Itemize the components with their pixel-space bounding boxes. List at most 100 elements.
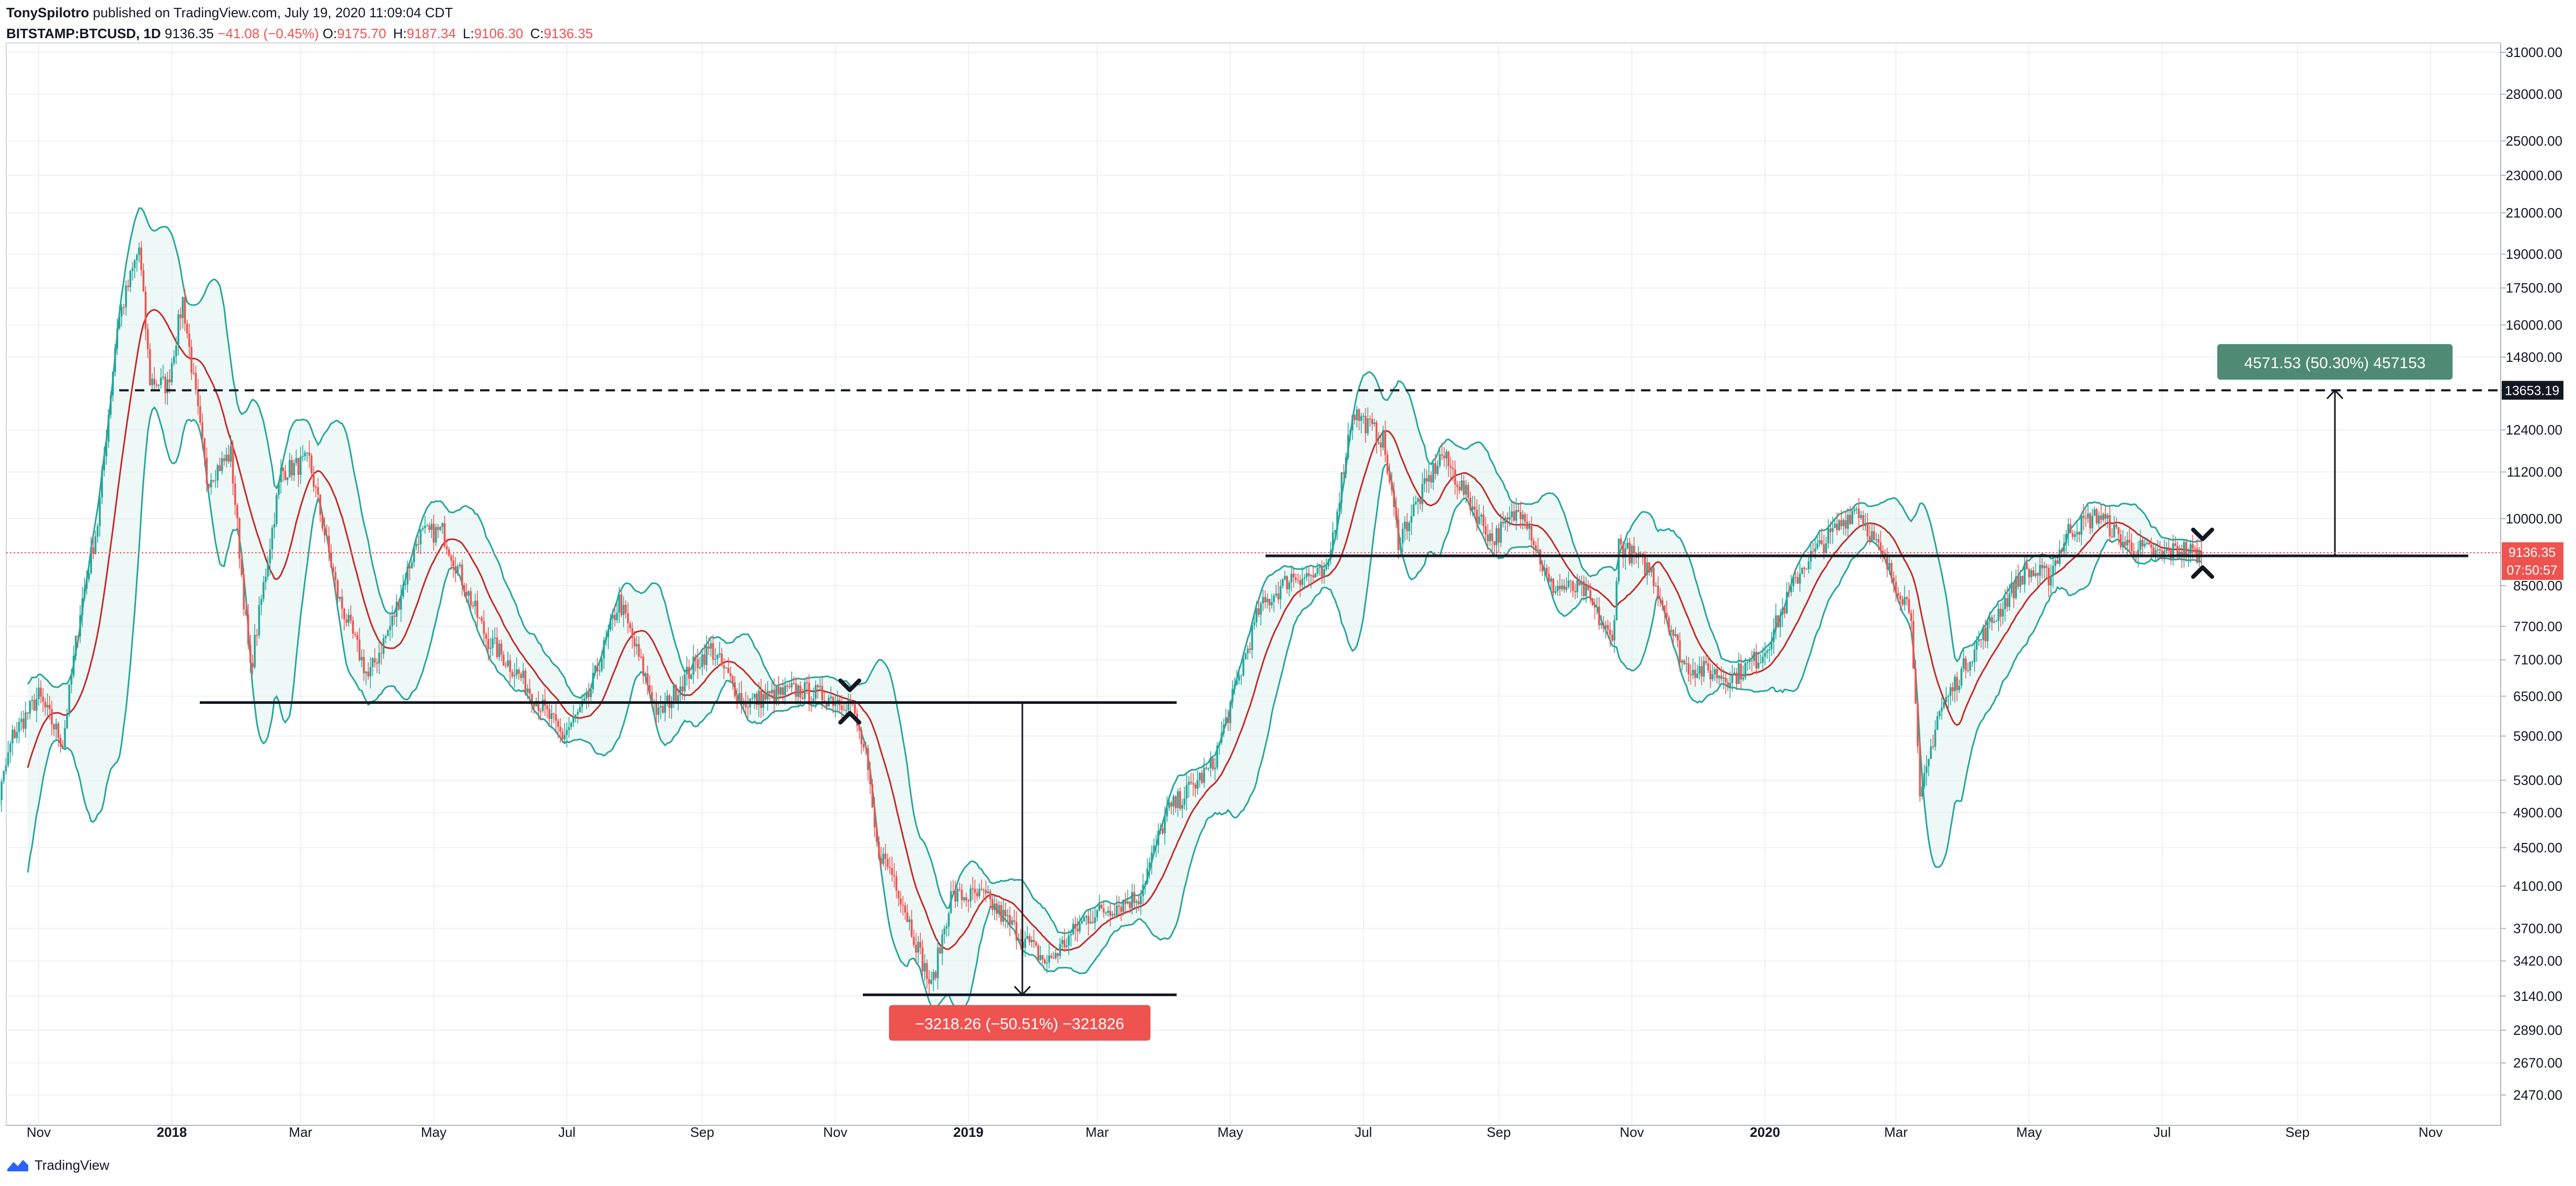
price-tick-label: 11200.00 — [2506, 464, 2562, 480]
tradingview-logo-icon[interactable] — [6, 1158, 29, 1172]
candle-body — [1428, 475, 1430, 482]
candle-body — [976, 893, 978, 897]
candle-body — [36, 699, 38, 711]
countdown-badge-text: 07:50:57 — [2506, 563, 2557, 578]
candle-body — [1823, 544, 1825, 553]
candle-body — [782, 687, 784, 695]
candle-body — [1617, 539, 1620, 581]
time-axis[interactable]: Nov 2018 Mar May Jul Sep Nov 2019 Mar May Jul Sep No… — [6, 1124, 2501, 1140]
candle-body — [354, 634, 356, 635]
candle-body — [188, 333, 190, 347]
candle-body — [1399, 543, 1401, 550]
price-tick-label: 23000.00 — [2506, 167, 2562, 183]
candle-body — [734, 682, 736, 697]
candle-body — [332, 567, 335, 573]
candle-body — [1452, 467, 1454, 470]
candle-body — [1694, 669, 1696, 678]
candle-body — [961, 890, 963, 900]
candle-body — [1893, 578, 1895, 582]
candle-body — [293, 463, 295, 476]
candle-body — [860, 729, 863, 745]
candle-body — [1690, 674, 1692, 676]
candle-body — [2128, 540, 2130, 543]
candle-body — [801, 698, 804, 699]
candle-body — [424, 526, 426, 528]
candle-body — [208, 484, 210, 487]
time-tick-label: Nov — [823, 1124, 847, 1140]
candle-body — [627, 613, 629, 623]
candle-body — [2089, 514, 2091, 529]
candle-body — [1561, 585, 1563, 589]
candle-body — [1419, 498, 1421, 504]
candle-body — [2060, 549, 2063, 552]
candle-body — [1039, 955, 1042, 961]
candle-body — [1991, 617, 1993, 623]
candle-body — [1502, 521, 1504, 523]
candle-body — [679, 686, 681, 695]
candle-body — [1984, 628, 1987, 642]
candle-body — [1820, 540, 1823, 544]
chart-grid — [6, 43, 2501, 1125]
candle-body — [596, 665, 599, 672]
candle-body — [461, 564, 463, 586]
candle-body — [1882, 550, 1884, 554]
candle-body — [3, 771, 5, 782]
candle-body — [1535, 545, 1537, 549]
candle-body — [2041, 565, 2043, 568]
candle-body — [25, 712, 27, 729]
candle-body — [323, 528, 326, 535]
candle-body — [1729, 682, 1731, 687]
candle-body — [994, 903, 996, 910]
price-change: −41.08 (−0.45%) — [218, 26, 319, 41]
candle-body — [605, 637, 607, 641]
candle-body — [1345, 457, 1347, 474]
candle-body — [840, 705, 843, 710]
candle-body — [441, 523, 443, 527]
candle-body — [179, 314, 182, 318]
candle-body — [1661, 600, 1663, 606]
candle-body — [1445, 451, 1447, 459]
candle-body — [1513, 511, 1515, 521]
candle-body — [376, 662, 378, 664]
candle-body — [1018, 939, 1020, 941]
price-axis[interactable]: 31000.00 28000.00 25000.00 23000.00 21000.00… — [2500, 43, 2563, 1125]
candle-body — [175, 345, 177, 357]
publish-info: published on TradingView.com, July 19, 2… — [93, 5, 453, 20]
candle-body — [899, 898, 902, 905]
candle-body — [1506, 517, 1509, 520]
candle-body — [258, 605, 260, 635]
candle-body — [79, 615, 82, 636]
candle-body — [1089, 921, 1092, 924]
author-name[interactable]: TonySpilotro — [6, 5, 89, 20]
candle-body — [1242, 659, 1245, 676]
candle-body — [1712, 674, 1714, 679]
candle-body — [1674, 634, 1677, 636]
candle-body — [2017, 576, 2020, 587]
candle-body — [1720, 676, 1723, 679]
symbol-label[interactable]: BITSTAMP:BTCUSD, 1D — [6, 26, 161, 41]
candle-body — [1932, 746, 1934, 747]
candle-body — [1430, 475, 1432, 483]
candle-body — [754, 693, 756, 698]
candle-body — [1914, 668, 1917, 704]
candle-body — [1393, 490, 1395, 507]
candle-body — [1685, 663, 1688, 665]
candle-body — [1144, 883, 1146, 885]
candle-body — [758, 690, 760, 705]
candle-body — [1190, 782, 1192, 783]
candle-body — [1035, 942, 1038, 945]
candle-body — [1498, 528, 1500, 543]
candle-body — [1779, 614, 1782, 628]
candle-body — [2102, 514, 2104, 520]
time-tick-label: May — [1217, 1124, 1243, 1140]
candle-body — [637, 644, 640, 657]
candle-body — [1104, 913, 1107, 914]
footer-brand[interactable]: TradingView — [35, 1157, 110, 1173]
candle-body — [1958, 686, 1961, 690]
candle-body — [284, 471, 287, 480]
candle-body — [1666, 613, 1668, 618]
candle-body — [101, 470, 103, 498]
candle-body — [882, 853, 884, 864]
candle-body — [1461, 481, 1463, 491]
